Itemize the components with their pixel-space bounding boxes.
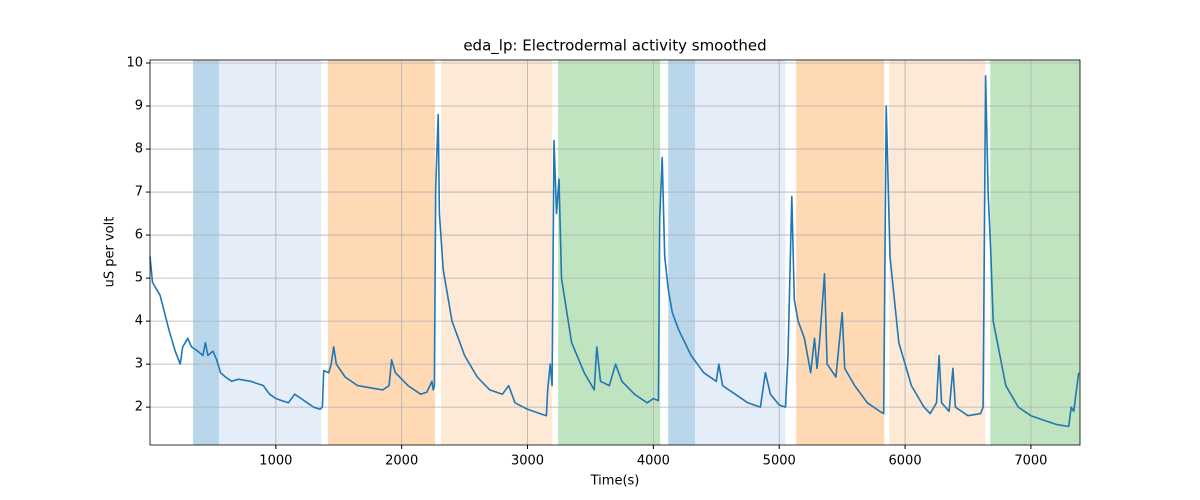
y-tick-label: 6 [135,228,143,243]
x-tick-label: 1000 [259,454,292,469]
x-tick-label: 4000 [637,454,670,469]
x-tick-label: 6000 [889,454,922,469]
y-tick-label: 10 [126,56,143,71]
x-tick-label: 2000 [385,454,418,469]
phase-span [193,60,219,445]
x-tick-label: 7000 [1014,454,1047,469]
data-line [149,75,1080,428]
y-tick-label: 3 [135,357,143,372]
phase-span [668,60,696,445]
phase-span [441,60,553,445]
chart-title: eda_lp: Electrodermal activity smoothed [463,37,766,56]
x-tick-label: 3000 [511,454,544,469]
y-tick-label: 5 [135,271,143,286]
phase-span [990,60,1080,445]
phase-span [695,60,786,445]
y-tick-label: 8 [135,142,143,157]
phase-span [328,60,436,445]
plot-frame [149,59,1081,446]
phase-span [218,60,322,445]
y-axis-label: uS per volt [103,217,118,288]
x-axis-label: Time(s) [590,474,640,489]
y-tick-label: 7 [135,185,143,200]
x-tick-label: 5000 [763,454,796,469]
phase-span [796,60,885,445]
y-tick-label: 4 [135,314,143,329]
y-tick-label: 9 [135,99,143,114]
y-tick-label: 2 [135,400,143,415]
phase-span [558,60,661,445]
